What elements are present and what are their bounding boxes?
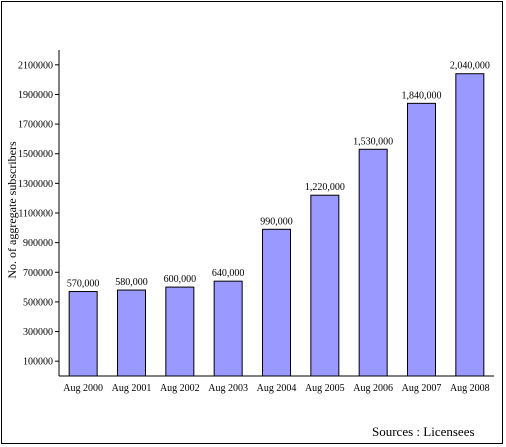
x-tick-label: Aug 2001	[112, 383, 152, 394]
x-tick-label: Aug 2003	[208, 383, 248, 394]
bar	[213, 280, 243, 377]
y-tick-label: 1700000	[18, 120, 53, 131]
y-tick-label: 2100000	[18, 60, 53, 71]
bar-value-label: 990,000	[260, 216, 293, 227]
data-labels: 570,000 580,000 600,000 640,000 990,000 1,220…	[67, 61, 490, 290]
bar-value-label: 580,000	[115, 277, 148, 288]
y-axis-label: No. of aggregate subscribers	[5, 141, 19, 279]
x-tick-label: Aug 2004	[257, 383, 297, 394]
bar-value-label: 570,000	[67, 279, 100, 290]
x-axis-ticks: Aug 2000 Aug 2001 Aug 2002 Aug 2003 Aug 2004…	[63, 383, 489, 394]
bar-series	[68, 73, 485, 377]
x-tick-label: Aug 2008	[450, 383, 490, 394]
y-tick-label: 1900000	[18, 90, 53, 101]
x-tick-label: Aug 2000	[63, 383, 103, 394]
bar-value-label: 1,220,000	[305, 182, 345, 193]
bar-value-label: 600,000	[164, 274, 197, 285]
bar	[407, 102, 436, 377]
y-tick-label: 700000	[23, 268, 53, 279]
y-tick-label: 500000	[23, 297, 53, 308]
y-tick-label: 900000	[23, 238, 53, 249]
source-note: Sources : Licensees	[372, 424, 475, 439]
x-tick-label: Aug 2005	[305, 383, 345, 394]
y-tick-label: 300000	[23, 327, 53, 338]
bar-value-label: 640,000	[212, 268, 245, 279]
bar-value-label: 1,530,000	[353, 136, 393, 147]
y-tick-label: 1500000	[18, 149, 53, 160]
bar	[68, 291, 98, 377]
y-axis-ticks: 100000 300000 500000 700000 900000 1100000 130…	[18, 60, 59, 368]
bar	[262, 228, 291, 377]
bar	[117, 289, 146, 377]
bar	[358, 148, 388, 377]
bar	[455, 73, 485, 377]
y-tick-label: 1100000	[18, 209, 53, 220]
bar-value-label: 2,040,000	[450, 61, 490, 72]
bar	[310, 194, 340, 377]
x-tick-label: Aug 2002	[160, 383, 200, 394]
y-tick-label: 100000	[23, 357, 53, 368]
x-tick-label: Aug 2006	[353, 383, 393, 394]
bar-value-label: 1,840,000	[402, 90, 442, 101]
y-tick-label: 1300000	[18, 179, 53, 190]
x-tick-label: Aug 2007	[402, 383, 442, 394]
bar	[165, 286, 195, 377]
